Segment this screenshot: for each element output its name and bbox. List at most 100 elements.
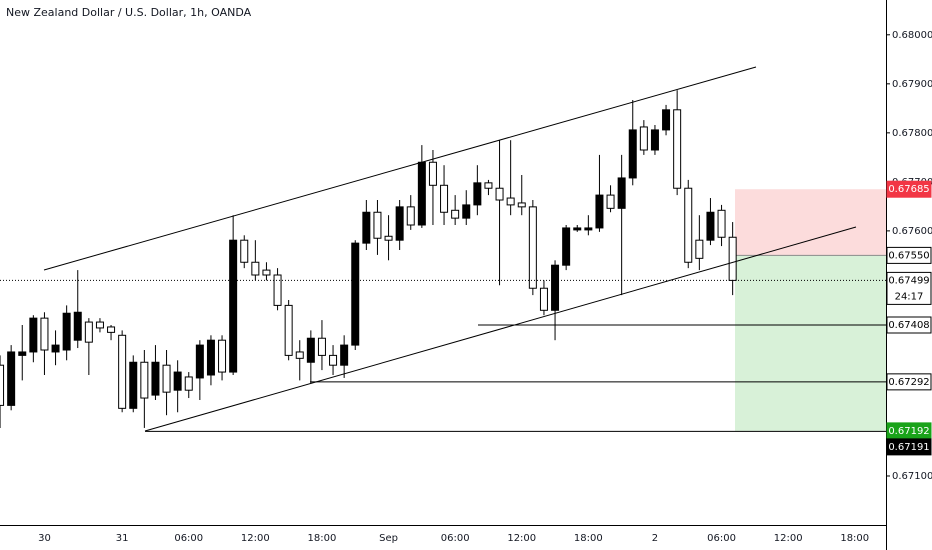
candle-body — [551, 264, 560, 311]
candle-body — [40, 317, 49, 351]
x-tick-label: 18:00 — [308, 533, 337, 544]
candle-body — [428, 161, 437, 186]
candle-body — [384, 235, 393, 241]
candle-body — [484, 182, 493, 189]
candle-body — [528, 206, 537, 289]
candle-body — [195, 344, 204, 379]
candle-body — [373, 211, 382, 239]
candle-body — [440, 184, 449, 213]
candle-body — [606, 194, 615, 209]
candle-body — [628, 129, 637, 179]
candle-body — [84, 321, 93, 343]
candle-body — [240, 239, 249, 263]
price-label-box — [886, 373, 932, 391]
price-label-box — [886, 438, 932, 456]
candle-body — [251, 261, 260, 276]
candles — [0, 90, 737, 428]
price-label: 0.67499 — [888, 275, 929, 286]
candle-body — [706, 211, 715, 241]
candle-body — [306, 337, 315, 363]
candle-body — [7, 351, 16, 406]
candle-body — [473, 182, 482, 206]
y-tick-label: 0.68000 — [892, 30, 932, 41]
x-tick-label: 31 — [116, 533, 129, 544]
candle-body — [695, 239, 704, 259]
candle-body — [506, 197, 515, 206]
candle-body — [684, 187, 693, 263]
y-tick-label: 0.67800 — [892, 128, 932, 139]
x-tick-label: 06:00 — [441, 533, 470, 544]
x-tick-label: Sep — [379, 533, 398, 544]
candle-body — [206, 339, 215, 376]
price-label: 0.67191 — [888, 442, 929, 453]
candle-body — [340, 344, 349, 366]
candle-body — [662, 109, 671, 131]
candle-body — [417, 161, 426, 226]
candle-body — [73, 311, 82, 341]
candle-body — [29, 317, 38, 353]
candle-body — [650, 129, 659, 151]
candle-body — [140, 361, 149, 399]
price-label: 0.67408 — [888, 320, 929, 331]
candle-body — [728, 236, 737, 281]
lower-trendline — [144, 226, 857, 432]
candle-body — [362, 211, 371, 244]
y-tick-label: 0.67900 — [892, 79, 932, 90]
candle-body — [673, 109, 682, 189]
price-label: 0.67292 — [888, 377, 929, 388]
price-label-box — [886, 180, 932, 198]
upper-trendline — [43, 66, 757, 271]
levels — [0, 279, 886, 432]
candle-body — [717, 209, 726, 238]
candle-body — [229, 239, 238, 373]
chart-title: New Zealand Dollar / U.S. Dollar, 1h, OA… — [6, 6, 252, 19]
candle-body — [284, 304, 293, 356]
position-zones — [735, 189, 886, 431]
price-label-box — [886, 316, 932, 334]
countdown-label: 24:17 — [895, 291, 924, 302]
candle-body — [218, 339, 227, 373]
candle-body — [562, 227, 571, 266]
price-labels: 0.67685 0.67550 0.67499 24:17 0.67408 0.67292… — [886, 180, 932, 456]
candle-body — [162, 364, 171, 393]
candle-body — [173, 371, 182, 391]
candle-body — [573, 227, 582, 231]
x-tick-label: 12:00 — [774, 533, 803, 544]
x-tick-label: 12:00 — [507, 533, 536, 544]
candle-body — [129, 361, 138, 409]
x-tick-label: 06:00 — [707, 533, 736, 544]
candle-body — [18, 351, 27, 356]
candle-body — [451, 209, 460, 219]
candle-body — [462, 204, 471, 219]
x-tick-label: 06:00 — [174, 533, 203, 544]
candle-body — [62, 312, 71, 351]
y-tick-label: 0.67100 — [892, 471, 932, 482]
candle-body — [273, 274, 282, 306]
price-label: 0.67685 — [888, 184, 929, 195]
candle-body — [595, 194, 604, 229]
candle-body — [495, 187, 504, 201]
price-label: 0.67550 — [888, 250, 929, 261]
candle-body — [107, 326, 116, 333]
y-tick-label: 0.67600 — [892, 226, 932, 237]
stop-zone — [735, 189, 886, 256]
target-zone — [735, 255, 886, 431]
candle-body — [351, 242, 360, 346]
candle-body — [118, 334, 127, 409]
candle-body — [95, 321, 104, 329]
price-label-box — [886, 246, 932, 264]
candle-body — [639, 126, 648, 151]
candle-body — [184, 376, 193, 391]
candle-body — [584, 227, 593, 231]
x-tick-label: 2 — [652, 533, 658, 544]
candle-body — [317, 337, 326, 356]
price-label-box — [886, 271, 932, 305]
candle-body — [295, 351, 304, 359]
x-tick-label: 18:00 — [574, 533, 603, 544]
candle-body — [539, 287, 548, 311]
x-tick-label: 18:00 — [840, 533, 869, 544]
candle-body — [517, 202, 526, 208]
candle-body — [0, 364, 5, 406]
